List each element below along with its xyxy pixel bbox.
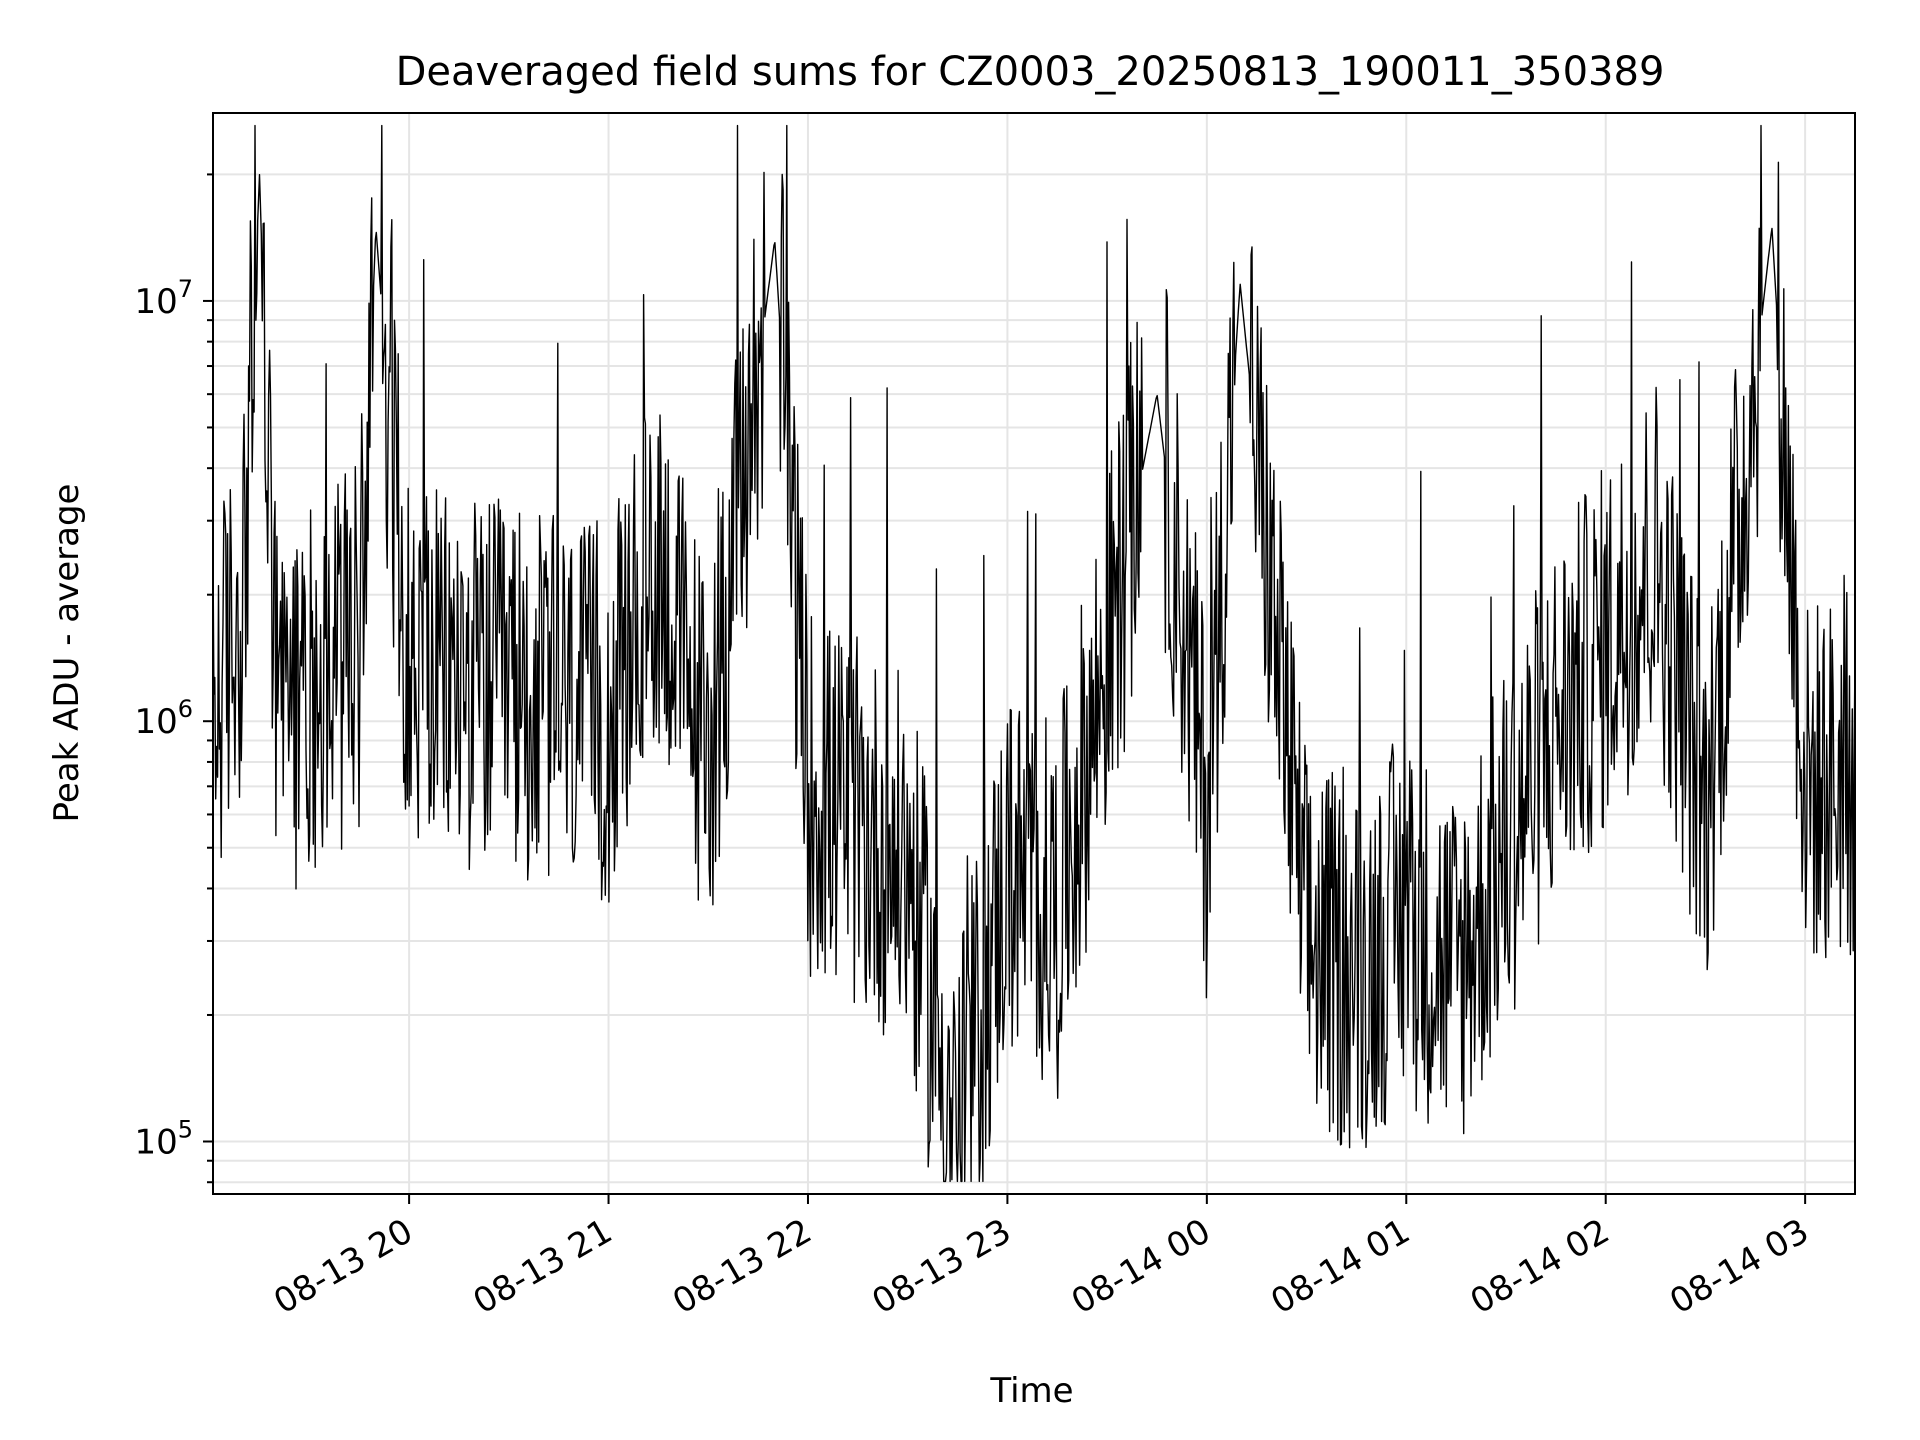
series — [212, 124, 1856, 1183]
y-axis-label: Peak ADU - average — [47, 484, 87, 823]
chart-title: Deaveraged field sums for CZ0003_2025081… — [396, 49, 1665, 95]
y-tick-label: 105 — [134, 1115, 193, 1162]
y-tick-label: 107 — [134, 275, 193, 322]
y-tick-label: 106 — [134, 695, 193, 742]
series-line — [212, 124, 1856, 1183]
plot-frame — [212, 112, 1856, 1195]
x-axis-label: Time — [989, 1371, 1073, 1411]
